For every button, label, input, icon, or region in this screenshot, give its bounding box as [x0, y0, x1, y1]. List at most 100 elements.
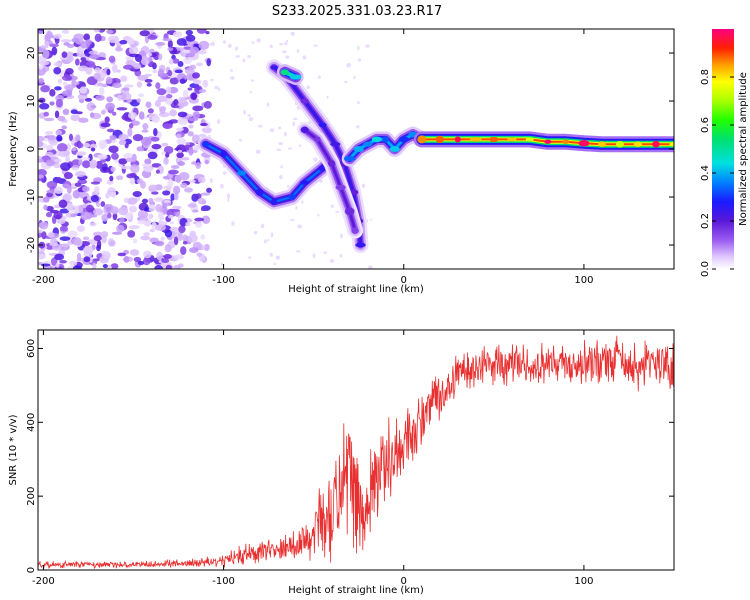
spectrogram-noise-blob — [93, 72, 101, 80]
spectrogram-y-ticks: -20 -10 0 10 20 — [26, 47, 674, 253]
spectrogram-x-tick-label: -200 — [32, 275, 55, 286]
spectrogram-trace-blob — [344, 207, 355, 216]
spectrogram-faint-dot — [298, 144, 302, 147]
spectrogram-noise-blob — [170, 193, 175, 201]
spectrogram-noise-blob — [177, 111, 188, 118]
spectrogram-faint-dot — [275, 255, 279, 260]
spectrogram-noise-blob — [176, 38, 187, 46]
spectrogram-faint-dot — [253, 230, 258, 235]
spectrogram-noise-blob — [125, 60, 136, 66]
spectrogram-faint-dot — [257, 124, 263, 128]
spectrogram-noise-blob — [192, 79, 202, 85]
spectrogram-noise-blob — [82, 236, 90, 241]
spectrogram-noise-blob — [177, 60, 184, 68]
spectrogram-faint-dot — [276, 148, 282, 151]
spectrogram-noise-blob — [74, 182, 82, 187]
spectrogram-noise-blob — [49, 43, 59, 48]
spectrogram-faint-dot — [292, 121, 296, 127]
spectrogram-faint-dot — [287, 147, 293, 150]
spectrogram-noise-blob — [44, 131, 54, 135]
spectrogram-noise-blob — [141, 129, 149, 133]
spectrogram-noise-blob — [187, 203, 197, 208]
spectrogram-noise-blob — [189, 247, 199, 253]
spectrogram-noise-blob — [112, 212, 118, 221]
spectrogram-noise-blob — [115, 175, 124, 181]
spectrogram-noise-blob — [93, 208, 104, 216]
spectrogram-noise-blob — [169, 109, 177, 117]
spectrogram-faint-dot — [269, 44, 273, 49]
spectrogram-noise-blob — [161, 258, 170, 264]
snr-y-ticks: 0 200 400 600 — [26, 339, 674, 573]
spectrogram-trace-blob — [220, 150, 227, 158]
spectrogram-y-tick-label: -20 — [26, 237, 37, 253]
spectrogram-noise-blob — [62, 108, 70, 116]
spectrogram-noise-blob — [58, 199, 68, 209]
spectrogram-noise-blob — [89, 112, 95, 118]
spectrogram-faint-dot — [286, 185, 290, 188]
spectrogram-noise-blob — [175, 133, 182, 139]
spectrogram-trace-blob — [489, 136, 499, 142]
spectrogram-faint-dot — [230, 68, 233, 72]
spectrogram-noise-blob — [93, 235, 102, 242]
spectrogram-noise-blob — [192, 72, 201, 79]
spectrogram-noise-blob — [190, 92, 198, 100]
spectrogram-noise-blob — [206, 187, 212, 193]
spectrogram-faint-dot — [227, 43, 232, 49]
spectrogram-x-tick-label: 100 — [574, 275, 593, 286]
spectrogram-noise-blob — [180, 182, 188, 189]
spectrogram-noise-blob — [140, 136, 152, 146]
spectrogram-noise-blob — [70, 213, 77, 218]
spectrogram-noise-blob — [98, 139, 108, 149]
spectrogram-noise-blob — [61, 90, 72, 97]
spectrogram-noise-blob — [117, 252, 127, 257]
spectrogram-noise-blob — [137, 210, 149, 219]
spectrogram-noise-blob — [90, 105, 97, 109]
spectrogram-noise-blob — [134, 53, 142, 63]
spectrogram-faint-dot — [266, 238, 270, 242]
spectrogram-noise-blob — [65, 155, 71, 163]
spectrogram-noise-blob — [177, 149, 183, 153]
spectrogram-noise-blob — [140, 235, 151, 241]
chart-title: S233.2025.331.03.23.R17 — [272, 4, 442, 19]
spectrogram-noise-blob — [88, 54, 100, 60]
spectrogram-noise-blob — [182, 240, 188, 245]
spectrogram-noise-blob — [129, 172, 137, 178]
spectrogram-faint-dot — [293, 117, 298, 121]
spectrogram-trace-blob — [351, 227, 359, 234]
snr-x-axis-label: Height of straight line (km) — [288, 585, 424, 596]
spectrogram-noise-blob — [185, 221, 191, 227]
spectrogram-noise-blob — [168, 214, 174, 219]
spectrogram-faint-dot — [306, 85, 311, 90]
spectrogram-faint-dot — [326, 95, 329, 99]
spectrogram-noise-blob — [127, 230, 136, 238]
spectrogram-faint-dot — [296, 250, 301, 253]
spectrogram-faint-dot — [216, 119, 221, 124]
spectrogram-noise-blob — [170, 209, 180, 213]
spectrogram-noise-blob — [162, 190, 171, 196]
spectrogram-faint-dot — [323, 251, 328, 255]
spectrogram-noise-blob — [61, 75, 73, 81]
snr-y-tick-label: 0 — [26, 567, 37, 573]
spectrogram-noise-blob — [192, 111, 200, 119]
spectrogram-noise-blob — [178, 225, 186, 234]
spectrogram-trace-blob — [371, 136, 382, 143]
spectrogram-noise-blob — [81, 157, 91, 161]
spectrogram-noise-blob — [89, 159, 98, 168]
spectrogram-noise-blob — [196, 62, 203, 67]
spectrogram-noise-blob — [77, 65, 89, 72]
spectrogram-noise-blob — [56, 134, 63, 142]
spectrogram-faint-dot — [282, 50, 287, 54]
colorbar: 0.0 0.2 0.4 0.6 0.8 Normalized spectral ampl… — [700, 29, 749, 277]
spectrogram-noise-blob — [128, 122, 134, 129]
spectrogram-faint-dot — [357, 101, 360, 105]
spectrogram-noise-blob — [90, 181, 101, 185]
spectrogram-noise-blob — [132, 190, 142, 198]
spectrogram-noise-blob — [154, 265, 163, 269]
snr-y-tick-label: 400 — [26, 413, 37, 432]
spectrogram-noise-blob — [111, 64, 118, 73]
spectrogram-noise-blob — [106, 68, 111, 76]
spectrogram-noise-blob — [172, 58, 180, 64]
spectrogram-noise-blob — [111, 152, 119, 160]
spectrogram-noise-blob — [75, 134, 81, 143]
spectrogram-faint-dot — [231, 221, 235, 226]
